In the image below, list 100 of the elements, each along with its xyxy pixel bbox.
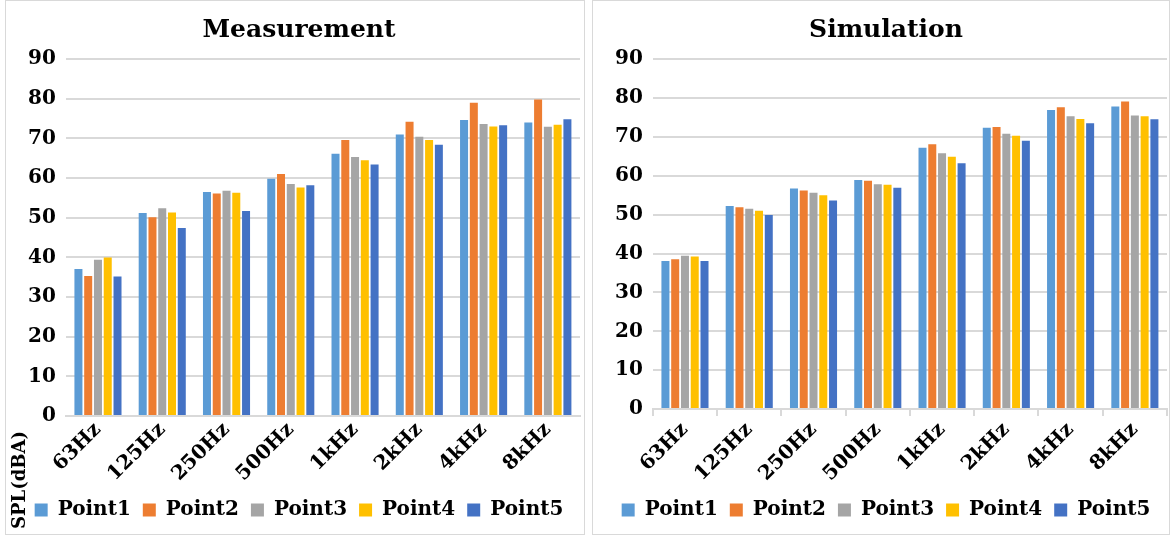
y-tick-label: 80 <box>614 84 643 109</box>
bar <box>928 144 937 409</box>
bar <box>1140 116 1149 409</box>
y-tick-label: 20 <box>27 322 56 347</box>
chart-title: Simulation <box>809 13 963 43</box>
bar <box>222 190 231 416</box>
bar <box>267 178 276 416</box>
legend-label: Point1 <box>57 496 131 521</box>
bar <box>84 276 93 416</box>
bar <box>1047 109 1056 409</box>
bar <box>93 259 102 416</box>
bar <box>370 164 379 416</box>
bar <box>864 180 873 409</box>
legend-label: Point3 <box>860 496 935 521</box>
bar <box>947 156 956 409</box>
bar <box>460 120 469 416</box>
bar <box>745 208 754 409</box>
bar <box>341 139 350 416</box>
legend-label: Point2 <box>165 496 239 521</box>
legend-label: Point4 <box>969 496 1043 521</box>
chart-title: Measurement <box>202 13 397 43</box>
bar <box>306 185 315 416</box>
bar <box>113 276 122 416</box>
bar <box>680 255 689 409</box>
y-tick-label: 80 <box>27 84 56 109</box>
bar <box>395 134 404 416</box>
y-tick-label: 70 <box>27 124 56 149</box>
bar <box>148 217 157 416</box>
bar <box>661 260 670 409</box>
bar <box>671 259 680 409</box>
y-axis-title: SPL(dBA) <box>7 431 29 529</box>
bar <box>735 207 744 409</box>
bar <box>819 195 828 409</box>
bar <box>158 208 167 416</box>
legend-label: Point5 <box>490 496 564 521</box>
bar <box>1130 115 1139 409</box>
bar <box>168 212 177 416</box>
bar <box>829 200 838 409</box>
bar <box>425 139 434 416</box>
bar <box>138 212 147 416</box>
bar <box>873 184 882 409</box>
bar <box>434 144 443 416</box>
bar <box>1021 140 1030 409</box>
bar <box>1150 119 1159 409</box>
bar <box>543 126 552 416</box>
y-tick-label: 0 <box>41 402 56 427</box>
bar <box>918 147 927 409</box>
bar <box>1121 101 1130 409</box>
bar <box>489 126 498 416</box>
bar <box>232 192 241 416</box>
bar <box>177 228 186 416</box>
bar <box>405 121 414 416</box>
bar <box>277 174 286 416</box>
bar <box>883 184 892 409</box>
bar <box>286 183 295 416</box>
bar <box>74 268 83 416</box>
bar <box>799 190 808 409</box>
y-tick-label: 30 <box>27 283 56 308</box>
bar <box>725 206 734 409</box>
y-tick-label: 40 <box>614 239 643 264</box>
y-tick-label: 10 <box>27 362 56 387</box>
y-tick-label: 20 <box>614 317 643 342</box>
bar <box>479 124 488 416</box>
y-tick-label: 40 <box>27 243 56 268</box>
bar <box>469 102 478 416</box>
bar <box>563 119 572 416</box>
bar <box>690 256 699 409</box>
y-tick-label: 70 <box>614 123 643 148</box>
bar <box>351 157 360 416</box>
bar <box>700 260 709 409</box>
bar <box>553 124 562 416</box>
y-tick-label: 30 <box>614 278 643 303</box>
bar <box>755 210 764 409</box>
bar <box>982 127 991 409</box>
bar <box>499 125 508 416</box>
bar <box>1076 118 1085 409</box>
bar <box>1012 135 1021 409</box>
y-tick-label: 10 <box>614 356 643 381</box>
y-tick-label: 90 <box>614 45 643 70</box>
legend-label: Point1 <box>644 496 718 521</box>
bar <box>789 188 798 409</box>
bar <box>202 191 211 416</box>
y-tick-label: 60 <box>614 161 643 186</box>
bar <box>534 99 543 416</box>
y-tick-label: 60 <box>27 164 56 189</box>
bar <box>1086 123 1095 409</box>
legend-label: Point4 <box>382 496 456 521</box>
legend-label: Point2 <box>752 496 826 521</box>
legend-label: Point5 <box>1077 496 1151 521</box>
bar <box>992 127 1001 409</box>
bar <box>893 187 902 409</box>
bar <box>1002 133 1011 409</box>
bar <box>331 153 340 416</box>
bar <box>938 153 947 409</box>
bar <box>212 193 221 416</box>
bar <box>524 122 533 416</box>
bar <box>1066 116 1075 409</box>
y-tick-label: 90 <box>27 45 56 70</box>
bar <box>360 160 369 416</box>
y-tick-label: 50 <box>27 203 56 228</box>
